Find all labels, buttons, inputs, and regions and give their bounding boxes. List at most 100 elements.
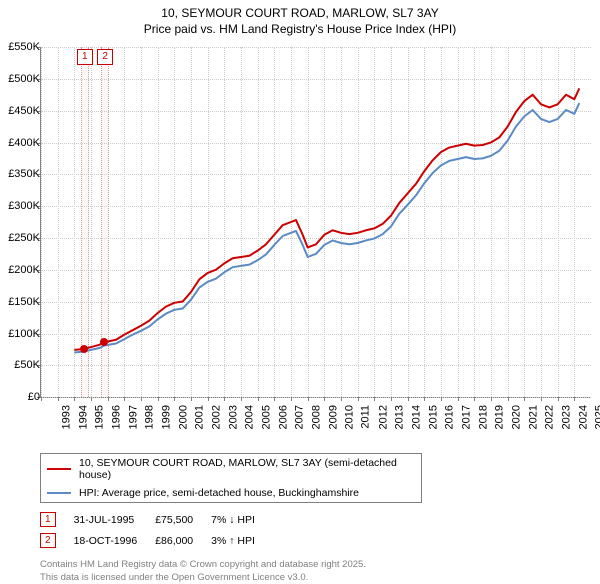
x-axis-label: 2007 <box>294 405 306 429</box>
sale-id-badge: 1 <box>40 512 56 527</box>
cell-date: 31-JUL-1995 <box>74 509 156 530</box>
title-line1: 10, SEYMOUR COURT ROAD, MARLOW, SL7 3AY <box>0 6 600 22</box>
footnote: Contains HM Land Registry data © Crown c… <box>40 559 600 584</box>
x-axis-label: 2005 <box>260 405 272 429</box>
x-axis-label: 2006 <box>277 405 289 429</box>
legend: 10, SEYMOUR COURT ROAD, MARLOW, SL7 3AY … <box>40 453 422 503</box>
x-axis-label: 2020 <box>510 405 522 429</box>
tick-x <box>141 397 142 401</box>
x-axis-label: 1999 <box>160 405 172 429</box>
legend-label: HPI: Average price, semi-detached house,… <box>79 487 359 499</box>
x-axis-label: 2022 <box>544 405 556 429</box>
tick-x <box>474 397 475 401</box>
tick-x <box>41 397 42 401</box>
tick-x <box>441 397 442 401</box>
x-axis-label: 2004 <box>244 405 256 429</box>
x-axis-label: 2025 <box>594 405 600 429</box>
tick-x <box>308 397 309 401</box>
x-axis-label: 2014 <box>410 405 422 429</box>
cell-price: £86,000 <box>155 530 211 551</box>
x-axis-label: 2003 <box>227 405 239 429</box>
tick-x <box>491 397 492 401</box>
x-axis-label: 2024 <box>577 405 589 429</box>
cell-diff: 7% ↓ HPI <box>211 509 273 530</box>
table-row: 1 31-JUL-1995£75,5007% ↓ HPI <box>40 509 273 530</box>
tick-x <box>358 397 359 401</box>
tick-x <box>224 397 225 401</box>
legend-swatch <box>47 492 71 494</box>
cell-id: 2 <box>40 530 74 551</box>
x-axis-label: 2016 <box>444 405 456 429</box>
tick-x <box>424 397 425 401</box>
x-axis-label: 2019 <box>494 405 506 429</box>
tick-x <box>91 397 92 401</box>
plot-area: 12 <box>40 47 591 398</box>
y-axis-label: £500K <box>0 73 40 85</box>
tick-x <box>274 397 275 401</box>
x-axis-label: 2023 <box>560 405 572 429</box>
x-axis-label: 2000 <box>177 405 189 429</box>
x-axis-label: 2002 <box>210 405 222 429</box>
series-price_paid <box>74 89 579 351</box>
y-axis-label: £400K <box>0 137 40 149</box>
y-axis-label: £50K <box>0 359 40 371</box>
footnote-line2: This data is licensed under the Open Gov… <box>40 572 600 584</box>
footnote-line1: Contains HM Land Registry data © Crown c… <box>40 559 600 571</box>
x-axis-label: 2017 <box>460 405 472 429</box>
tick-x <box>508 397 509 401</box>
tick-x <box>208 397 209 401</box>
legend-swatch <box>47 468 71 470</box>
tick-x <box>58 397 59 401</box>
tick-x <box>108 397 109 401</box>
cell-diff: 3% ↑ HPI <box>211 530 273 551</box>
tick-x <box>391 397 392 401</box>
x-axis-label: 1995 <box>94 405 106 429</box>
y-axis-label: £250K <box>0 232 40 244</box>
x-axis-label: 1997 <box>127 405 139 429</box>
y-axis-label: £100K <box>0 328 40 340</box>
y-axis-label: £300K <box>0 200 40 212</box>
chart-area: 12 £0£50K£100K£150K£200K£250K£300K£350K£… <box>0 37 600 447</box>
legend-row: 10, SEYMOUR COURT ROAD, MARLOW, SL7 3AY … <box>41 454 421 484</box>
sales-table: 1 31-JUL-1995£75,5007% ↓ HPI 2 18-OCT-1996£… <box>40 509 273 551</box>
tick-x <box>124 397 125 401</box>
title-line2: Price paid vs. HM Land Registry's House … <box>0 22 600 38</box>
x-axis-label: 2018 <box>477 405 489 429</box>
x-axis-label: 1993 <box>60 405 72 429</box>
x-axis-label: 2009 <box>327 405 339 429</box>
cell-price: £75,500 <box>155 509 211 530</box>
x-axis-label: 2008 <box>310 405 322 429</box>
x-axis-label: 2021 <box>527 405 539 429</box>
sale-point <box>100 338 108 346</box>
x-axis-label: 2010 <box>344 405 356 429</box>
cell-date: 18-OCT-1996 <box>74 530 156 551</box>
tick-x <box>191 397 192 401</box>
sale-point <box>80 345 88 353</box>
tick-x <box>174 397 175 401</box>
cell-id: 1 <box>40 509 74 530</box>
y-axis-label: £550K <box>0 41 40 53</box>
x-axis-label: 2015 <box>427 405 439 429</box>
tick-x <box>158 397 159 401</box>
tick-x <box>458 397 459 401</box>
x-axis-label: 2012 <box>377 405 389 429</box>
legend-row: HPI: Average price, semi-detached house,… <box>41 484 421 502</box>
tick-x <box>241 397 242 401</box>
x-axis-label: 1998 <box>144 405 156 429</box>
sale-id-badge: 2 <box>40 533 56 548</box>
x-axis-label: 1994 <box>77 405 89 429</box>
y-axis-label: £150K <box>0 296 40 308</box>
tick-x <box>324 397 325 401</box>
x-axis-label: 1996 <box>110 405 122 429</box>
tick-x <box>341 397 342 401</box>
chart-container: 10, SEYMOUR COURT ROAD, MARLOW, SL7 3AY … <box>0 0 600 560</box>
legend-label: 10, SEYMOUR COURT ROAD, MARLOW, SL7 3AY … <box>79 457 415 481</box>
tick-x <box>74 397 75 401</box>
tick-x <box>524 397 525 401</box>
tick-x <box>291 397 292 401</box>
x-axis-label: 2001 <box>194 405 206 429</box>
y-axis-label: £350K <box>0 168 40 180</box>
tick-x <box>374 397 375 401</box>
lines-svg <box>41 47 591 397</box>
tick-x <box>258 397 259 401</box>
